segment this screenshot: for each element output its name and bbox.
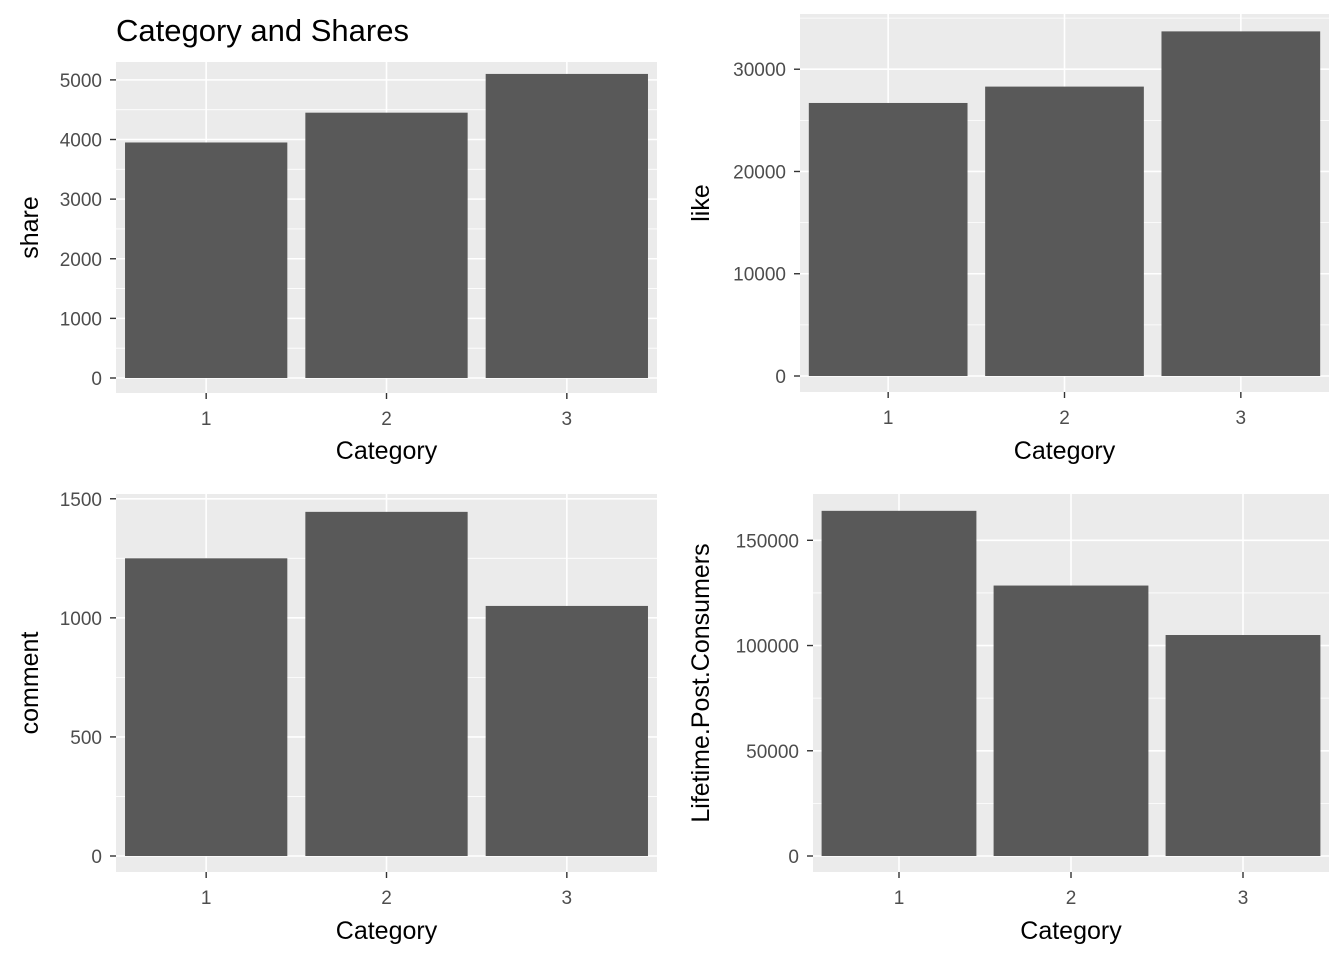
y-tick-label-0: 0: [775, 367, 786, 388]
bar-comment-category-2: [305, 511, 468, 856]
y-tick-label-4000: 4000: [60, 131, 102, 152]
panel-lifetime-post-consumers-y-axis-title: Lifetime.Post.Consumers: [687, 543, 715, 822]
panel-like-y-axis-title: like: [687, 184, 715, 222]
chart-title: Category and Shares: [116, 13, 409, 48]
bar-share-category-1: [125, 142, 288, 378]
panel-lifetime-post-consumers: 0 50000 100000 150000 1 2 3 Category Lifetime…: [687, 494, 1329, 945]
panel-lifetime-post-consumers-y-ticks: 0 50000 100000 150000: [736, 531, 813, 868]
panel-lifetime-post-consumers-bars: [821, 510, 1321, 856]
x-tick-label-2: 2: [381, 409, 392, 430]
bar-lifetime-post-consumers-category-2: [993, 585, 1149, 856]
y-tick-label-1000: 1000: [60, 609, 102, 630]
y-tick-label-0: 0: [91, 369, 102, 390]
panel-share-x-axis-title: Category: [336, 437, 438, 465]
y-tick-label-30000: 30000: [733, 60, 786, 81]
panel-comment-y-ticks: 0 500 1000 1500: [60, 490, 116, 868]
bar-share-category-2: [305, 112, 468, 378]
y-tick-label-10000: 10000: [733, 265, 786, 286]
y-tick-label-0: 0: [788, 847, 799, 868]
y-tick-label-150000: 150000: [736, 531, 799, 552]
y-tick-label-5000: 5000: [60, 71, 102, 92]
x-tick-label-3: 3: [562, 888, 573, 909]
x-tick-label-3: 3: [562, 409, 573, 430]
x-tick-label-3: 3: [1236, 408, 1247, 429]
y-tick-label-2000: 2000: [60, 250, 102, 271]
panel-share-y-ticks: 0 1000 2000 3000 4000 5000: [60, 71, 116, 390]
panel-share-bars: [125, 73, 648, 378]
bar-comment-category-3: [485, 605, 648, 856]
bar-share-category-3: [485, 73, 648, 378]
y-tick-label-3000: 3000: [60, 190, 102, 211]
bar-lifetime-post-consumers-category-1: [821, 510, 977, 856]
x-tick-label-2: 2: [1066, 888, 1077, 909]
panel-lifetime-post-consumers-x-ticks: 1 2 3: [894, 872, 1249, 909]
bar-lifetime-post-consumers-category-3: [1165, 635, 1321, 856]
panel-share-x-ticks: 1 2 3: [201, 393, 572, 430]
bar-like-category-3: [1161, 31, 1321, 376]
panel-comment-bars: [125, 511, 648, 856]
x-tick-label-1: 1: [201, 409, 212, 430]
panel-comment: 0 500 1000 1500 1 2 3 Category comment: [16, 490, 657, 945]
panel-like-x-ticks: 1 2 3: [883, 392, 1246, 429]
y-tick-label-500: 500: [70, 728, 102, 749]
panel-comment-x-axis-title: Category: [336, 917, 438, 945]
bar-like-category-2: [985, 86, 1144, 376]
y-tick-label-1500: 1500: [60, 490, 102, 511]
x-tick-label-1: 1: [883, 408, 894, 429]
x-tick-label-1: 1: [894, 888, 905, 909]
y-tick-label-100000: 100000: [736, 637, 799, 658]
panel-comment-x-ticks: 1 2 3: [201, 872, 572, 909]
x-tick-label-2: 2: [381, 888, 392, 909]
bar-comment-category-1: [125, 558, 288, 856]
panel-comment-y-axis-title: comment: [16, 632, 44, 735]
y-tick-label-50000: 50000: [746, 742, 799, 763]
y-tick-label-20000: 20000: [733, 162, 786, 183]
panel-lifetime-post-consumers-x-axis-title: Category: [1020, 917, 1122, 945]
x-tick-label-1: 1: [201, 888, 212, 909]
y-tick-label-0: 0: [91, 847, 102, 868]
panel-like-bars: [808, 31, 1321, 377]
x-tick-label-2: 2: [1059, 408, 1070, 429]
panel-like-y-ticks: 0 10000 20000 30000: [733, 60, 800, 388]
panel-share: 0 1000 2000 3000 4000 5000 1 2 3 Category and S…: [16, 13, 657, 465]
y-tick-label-1000: 1000: [60, 309, 102, 330]
x-tick-label-3: 3: [1238, 888, 1249, 909]
panel-share-y-axis-title: share: [16, 196, 44, 259]
panel-like: 0 10000 20000 30000 1 2 3 Category like: [687, 14, 1329, 465]
panel-like-x-axis-title: Category: [1014, 437, 1116, 465]
bar-like-category-1: [808, 102, 968, 377]
